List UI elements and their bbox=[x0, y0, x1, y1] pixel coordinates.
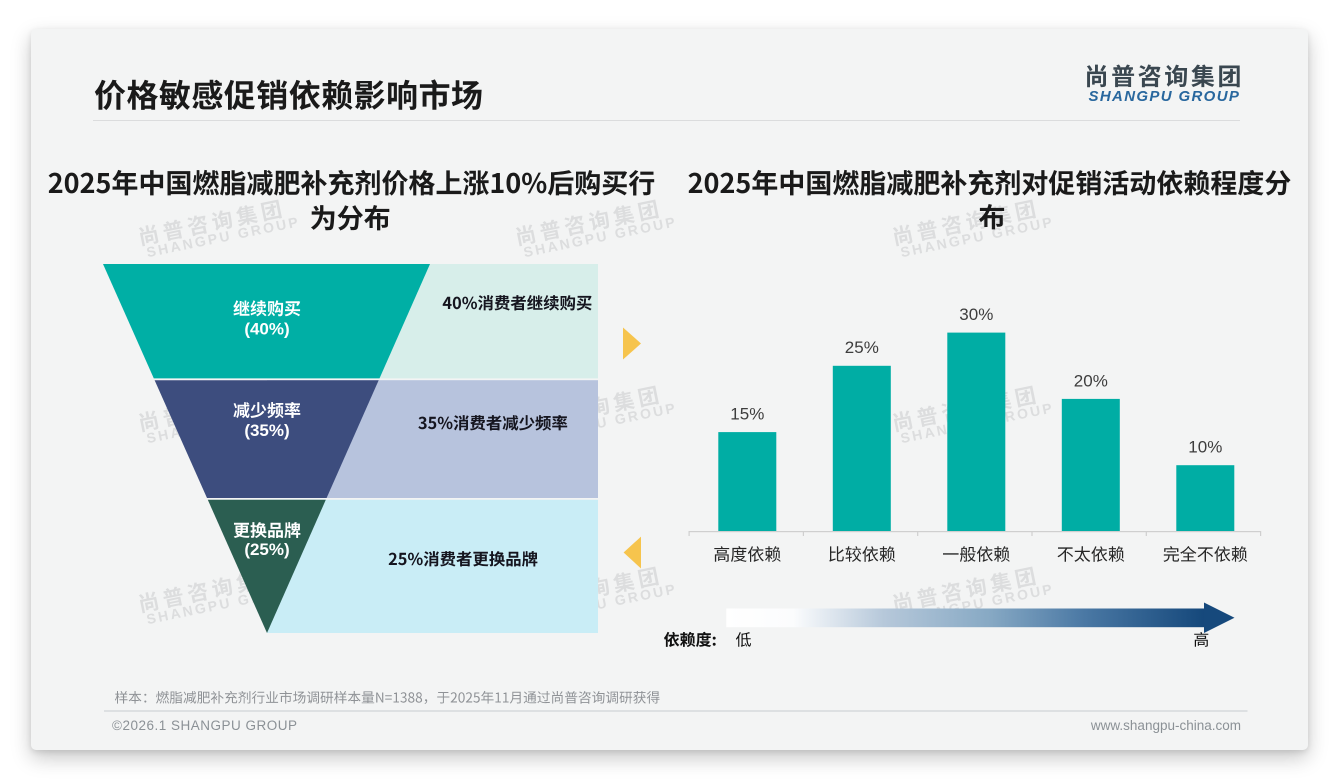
svg-text:SHANGPU GROUP: SHANGPU GROUP bbox=[1089, 88, 1241, 105]
svg-text:25%: 25% bbox=[845, 338, 879, 357]
svg-text:(35%): (35%) bbox=[244, 421, 289, 440]
svg-text:20%: 20% bbox=[1074, 371, 1108, 390]
svg-text:30%: 30% bbox=[959, 305, 993, 324]
svg-text:10%: 10% bbox=[1188, 438, 1222, 457]
svg-text:(40%): (40%) bbox=[244, 319, 289, 338]
svg-text:©2026.1 SHANGPU GROUP: ©2026.1 SHANGPU GROUP bbox=[112, 718, 298, 733]
svg-text:www.shangpu-china.com: www.shangpu-china.com bbox=[1090, 718, 1241, 733]
svg-text:(25%): (25%) bbox=[244, 540, 289, 559]
svg-text:15%: 15% bbox=[730, 405, 764, 424]
